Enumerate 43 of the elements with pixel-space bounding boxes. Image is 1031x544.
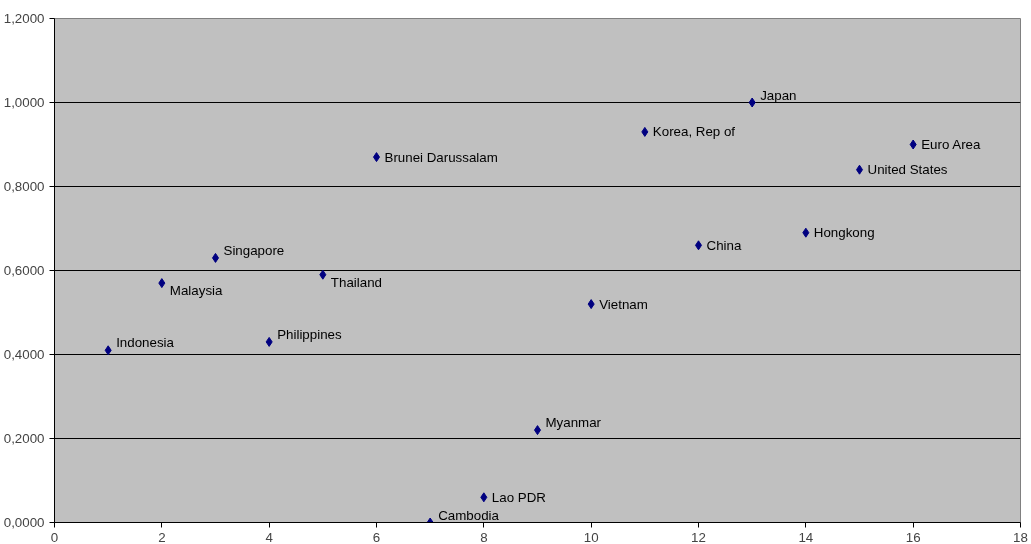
y-tick-label: 1,0000 — [3, 95, 45, 110]
point — [802, 227, 810, 238]
annotation: Malaysia — [169, 283, 224, 299]
x-tick-label: 2 — [158, 529, 166, 544]
x-tick-label: 18 — [1013, 529, 1028, 544]
annotation: Thailand — [330, 274, 382, 290]
y-tick-label: 0,8000 — [3, 179, 45, 194]
annotation: Singapore — [223, 242, 285, 258]
point — [641, 126, 649, 137]
x-tick-label: 12 — [691, 529, 706, 544]
y-tick-label: 1,2000 — [3, 11, 45, 26]
point — [104, 345, 112, 356]
point — [158, 278, 166, 289]
x-tick-label: 10 — [583, 529, 599, 544]
annotation: United States — [867, 162, 948, 178]
annotation: Korea, Rep of — [652, 124, 736, 140]
point — [319, 269, 327, 280]
annotation: Euro Area — [921, 137, 982, 152]
y-tick-label: 0,2000 — [3, 431, 45, 446]
y-tick-label: 0,6000 — [3, 263, 45, 278]
annotation: Hongkong — [813, 225, 875, 241]
point — [748, 97, 756, 108]
annotation: Indonesia — [116, 335, 175, 351]
point — [909, 139, 917, 150]
x-tick-label: 4 — [265, 529, 274, 544]
annotation: Japan — [760, 87, 797, 103]
annotation: Lao PDR — [491, 489, 546, 505]
x-tick-label: 16 — [905, 529, 921, 544]
annotation: Myanmar — [545, 415, 602, 431]
x-tick-label: 8 — [480, 529, 488, 544]
annotation: Vietnam — [599, 296, 648, 312]
x-tick-label: 14 — [798, 529, 814, 544]
point — [265, 336, 273, 347]
y-tick-label: 0,0000 — [3, 515, 45, 530]
point — [480, 492, 488, 503]
annotation: Philippines — [277, 326, 342, 342]
y-tick-label: 0,4000 — [3, 347, 45, 362]
x-tick-label: 0 — [50, 529, 59, 544]
x-tick-label: 6 — [372, 529, 381, 544]
annotation: Cambodia — [438, 507, 500, 523]
point — [587, 299, 595, 310]
annotation: Brunei Darussalam — [384, 149, 498, 165]
annotation: China — [706, 237, 742, 253]
